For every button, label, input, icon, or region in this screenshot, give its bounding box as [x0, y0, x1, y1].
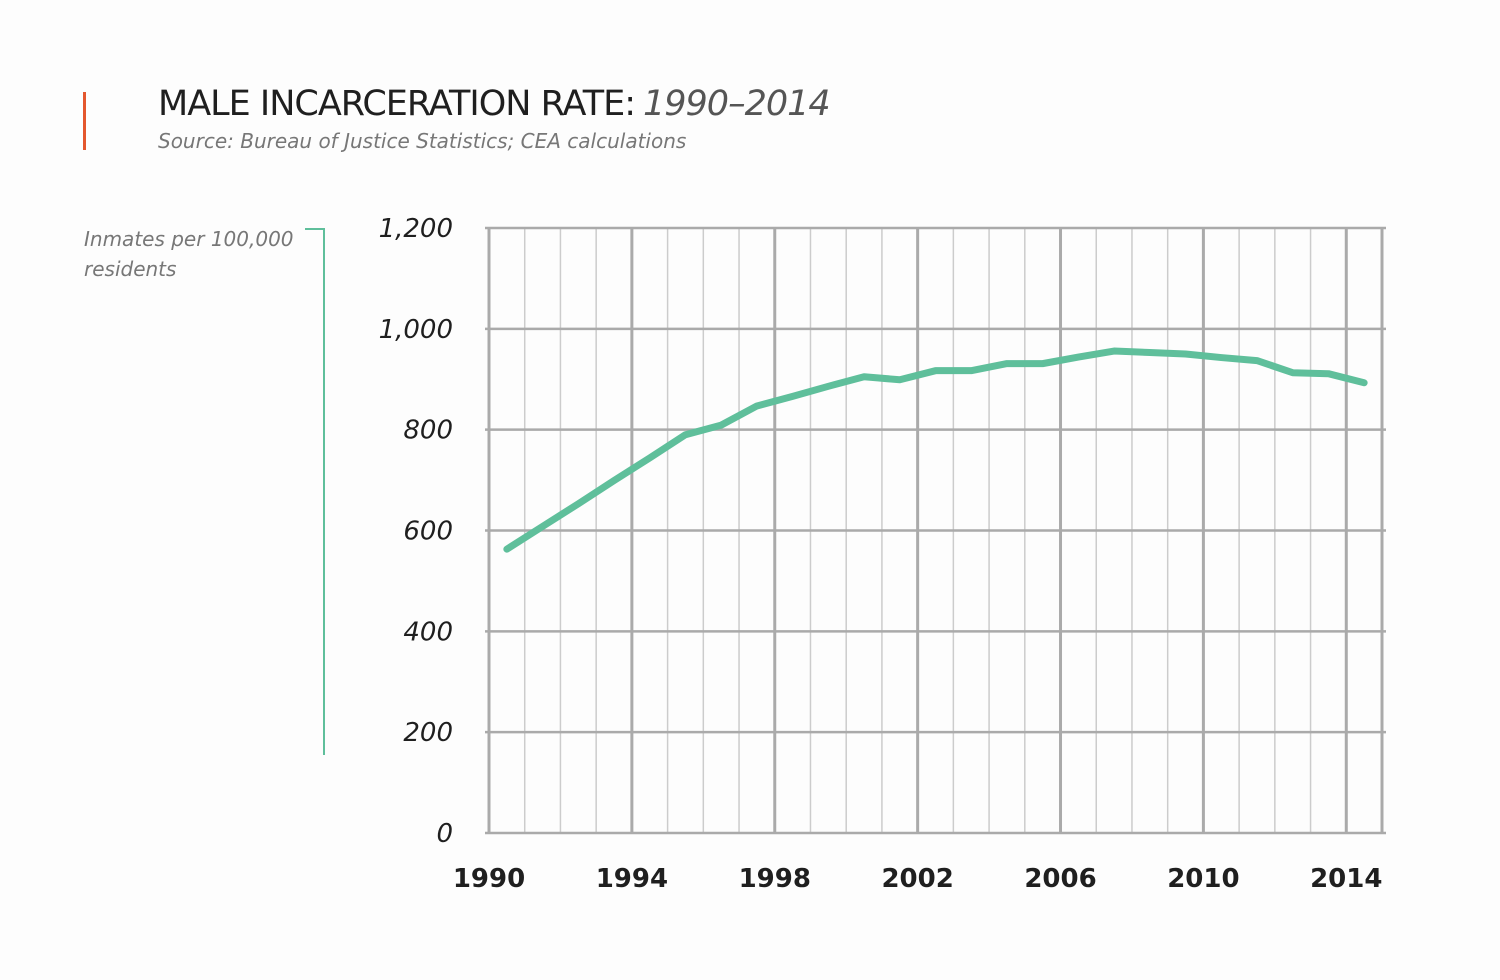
- x-tick-label: 2006: [1024, 864, 1096, 894]
- y-tick-label: 0: [436, 819, 453, 849]
- x-tick-label: 2014: [1310, 864, 1382, 894]
- chart-title-main: MALE INCARCERATION RATE:: [158, 84, 636, 124]
- y-tick-label: 400: [403, 617, 453, 647]
- y-tick-label: 1,000: [379, 315, 453, 345]
- y-axis-bracket: [305, 228, 325, 755]
- x-tick-label: 1994: [596, 864, 668, 894]
- series-line: [503, 347, 1368, 553]
- chart-title: MALE INCARCERATION RATE: 1990–2014: [158, 84, 831, 124]
- y-tick-label: 200: [403, 718, 453, 748]
- y-tick-label: 800: [403, 416, 453, 446]
- x-tick-label: 1990: [453, 864, 525, 894]
- y-tick-label: 600: [403, 517, 453, 547]
- chart-title-years: 1990–2014: [643, 84, 831, 124]
- y-tick-label: 1,200: [379, 214, 453, 244]
- chart-subtitle: Source: Bureau of Justice Statistics; CE…: [158, 129, 687, 153]
- y-axis-label: Inmates per 100,000 residents: [84, 227, 294, 281]
- x-tick-label: 2010: [1167, 864, 1239, 894]
- x-tick-label: 1998: [739, 864, 811, 894]
- x-tick-label: 2002: [881, 864, 953, 894]
- title-accent-bar: [83, 92, 86, 150]
